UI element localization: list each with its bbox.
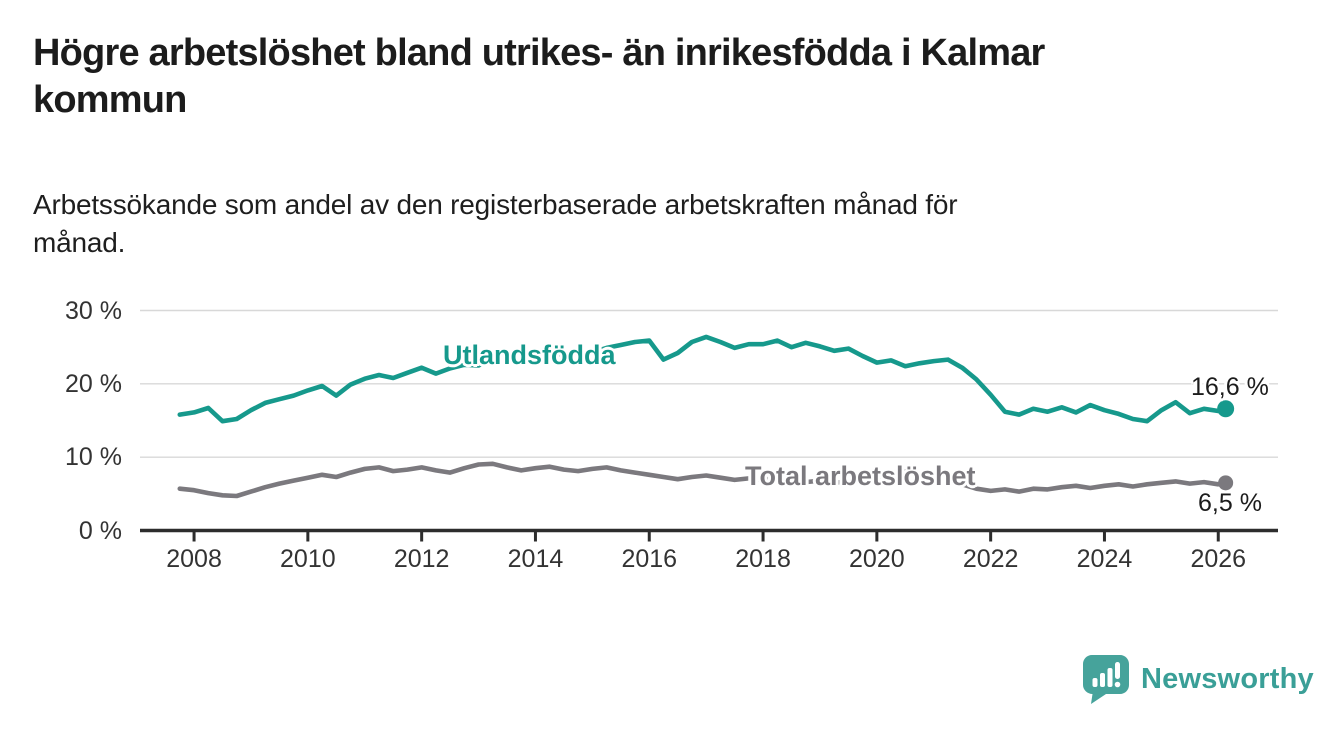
y-axis-tick-label: 30 % — [65, 296, 122, 325]
series-line-total-arbetsloshet — [177, 461, 1228, 499]
series-label-total-arbetsloshet: Total arbetslöshet — [745, 461, 976, 491]
x-axis-tick-label: 2016 — [621, 545, 678, 573]
x-axis-tick-label: 2022 — [962, 545, 1019, 573]
end-value-label-total-arbetsloshet: 6,5 % — [1198, 489, 1262, 517]
x-axis-tick-label: 2010 — [280, 545, 336, 573]
x-axis-tick-label: 2024 — [1076, 545, 1133, 573]
y-axis-tick-label: 10 % — [65, 443, 122, 472]
page-subtitle: Arbetssökande som andel av den registerb… — [33, 189, 958, 258]
newsworthy-logo: Newsworthy — [1082, 654, 1314, 705]
x-axis-tick-label: 2008 — [166, 545, 222, 573]
series-line-utlandsfodda — [177, 334, 1228, 424]
x-axis-tick-label: 2014 — [507, 545, 564, 573]
bar-chart-speech-bubble-icon — [1083, 655, 1129, 704]
x-axis-tick-label: 2020 — [849, 545, 905, 573]
x-axis-tick-label: 2018 — [735, 545, 791, 573]
series-label-utlandsfodda: Utlandsfödda — [443, 340, 616, 370]
series-end-dot-total-arbetsloshet — [1218, 475, 1234, 491]
newsworthy-logo-text: Newsworthy — [1141, 663, 1314, 695]
end-value-label-utlandsfodda: 16,6 % — [1191, 373, 1269, 401]
y-axis-tick-label: 20 % — [65, 369, 122, 398]
y-axis-tick-label: 0 % — [78, 516, 122, 545]
page-title: Högre arbetslöshet bland utrikes- än inr… — [33, 32, 1045, 122]
x-axis-tick-label: 2012 — [393, 545, 450, 573]
series-end-dot-utlandsfodda — [1217, 400, 1235, 418]
x-axis-tick-label: 2026 — [1190, 545, 1247, 573]
